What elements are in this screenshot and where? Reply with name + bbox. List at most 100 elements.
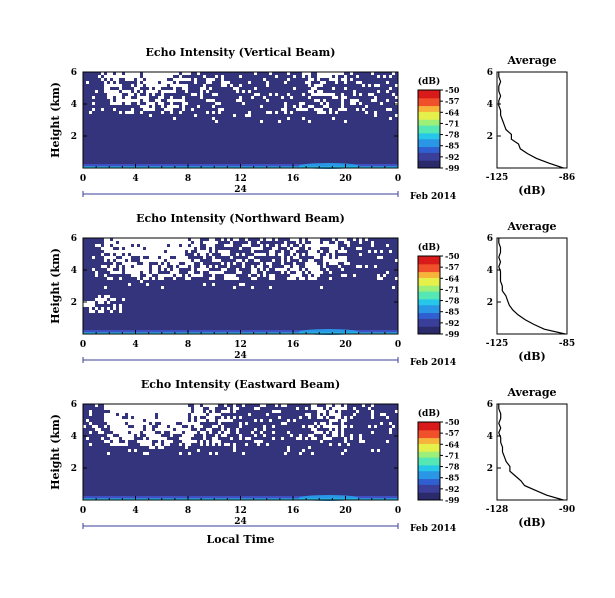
nodata-cell (104, 90, 107, 93)
nodata-cell (164, 410, 167, 413)
nodata-cell (356, 265, 359, 268)
colorbar-segment (418, 492, 440, 495)
nodata-cell (134, 265, 137, 268)
nodata-cell (341, 428, 344, 431)
nodata-cell (161, 265, 164, 268)
nodata-cell (293, 105, 296, 108)
nodata-cell (326, 244, 329, 247)
nodata-cell (317, 265, 320, 268)
nodata-cell (185, 440, 188, 443)
nodata-cell (320, 72, 323, 75)
nodata-cell (227, 419, 230, 422)
nodata-cell (344, 274, 347, 277)
nodata-cell (137, 250, 140, 253)
avg-y-tick-label: 2 (487, 298, 493, 308)
nodata-cell (326, 241, 329, 244)
colorbar-segment (418, 261, 440, 265)
nodata-cell (182, 87, 185, 90)
nodata-cell (233, 274, 236, 277)
nodata-cell (167, 407, 170, 410)
nodata-cell (164, 440, 167, 443)
nodata-cell (155, 443, 158, 446)
nodata-cell (182, 413, 185, 416)
nodata-cell (335, 419, 338, 422)
nodata-cell (314, 84, 317, 87)
nodata-cell (341, 105, 344, 108)
nodata-cell (152, 437, 155, 440)
nodata-cell (329, 419, 332, 422)
nodata-cell (335, 72, 338, 75)
nodata-cell (170, 271, 173, 274)
nodata-cell (353, 238, 356, 241)
nodata-cell (311, 404, 314, 407)
nodata-cell (206, 244, 209, 247)
nodata-cell (92, 425, 95, 428)
nodata-cell (149, 443, 152, 446)
nodata-cell (152, 90, 155, 93)
nodata-cell (95, 90, 98, 93)
nodata-cell (335, 244, 338, 247)
nodata-cell (335, 111, 338, 114)
nodata-cell (128, 283, 131, 286)
nodata-cell (212, 117, 215, 120)
nodata-cell (197, 404, 200, 407)
colorbar-segment (418, 91, 440, 95)
nodata-cell (137, 81, 140, 84)
nodata-cell (311, 277, 314, 280)
nodata-cell (326, 407, 329, 410)
nodata-cell (164, 404, 167, 407)
nodata-cell (212, 99, 215, 102)
nodata-cell (173, 244, 176, 247)
nodata-cell (224, 410, 227, 413)
nodata-cell (227, 431, 230, 434)
nodata-cell (188, 443, 191, 446)
nodata-cell (122, 244, 125, 247)
colorbar-segment (418, 154, 440, 157)
nodata-cell (251, 250, 254, 253)
nodata-cell (173, 262, 176, 265)
nodata-cell (152, 105, 155, 108)
nodata-cell (170, 425, 173, 428)
nodata-cell (104, 404, 107, 407)
nodata-cell (365, 265, 368, 268)
nodata-cell (233, 449, 236, 452)
nodata-cell (167, 440, 170, 443)
nodata-cell (368, 93, 371, 96)
nodata-cell (272, 274, 275, 277)
nodata-cell (149, 428, 152, 431)
nodata-cell (134, 247, 137, 250)
colorbar-segment (418, 164, 440, 167)
average-title: Average (506, 54, 556, 67)
nodata-cell (143, 75, 146, 78)
nodata-cell (224, 431, 227, 434)
colorbar-segment (418, 462, 440, 466)
nodata-cell (287, 265, 290, 268)
nodata-cell (218, 111, 221, 114)
nodata-cell (359, 102, 362, 105)
nodata-cell (152, 431, 155, 434)
nodata-cell (212, 78, 215, 81)
nodata-cell (269, 250, 272, 253)
nodata-cell (131, 250, 134, 253)
nodata-cell (386, 81, 389, 84)
nodata-cell (149, 238, 152, 241)
x-tick-label: 20 (339, 340, 352, 350)
nodata-cell (359, 81, 362, 84)
nodata-cell (266, 84, 269, 87)
nodata-cell (110, 407, 113, 410)
nodata-cell (113, 419, 116, 422)
nodata-cell (371, 413, 374, 416)
nodata-cell (209, 238, 212, 241)
nodata-cell (119, 268, 122, 271)
nodata-cell (107, 250, 110, 253)
colorbar-tick-label: -71 (445, 450, 459, 460)
nodata-cell (158, 404, 161, 407)
nodata-cell (317, 78, 320, 81)
nodata-cell (191, 93, 194, 96)
nodata-cell (152, 277, 155, 280)
nodata-cell (248, 413, 251, 416)
nodata-cell (164, 253, 167, 256)
nodata-cell (110, 81, 113, 84)
nodata-cell (389, 250, 392, 253)
nodata-cell (335, 413, 338, 416)
